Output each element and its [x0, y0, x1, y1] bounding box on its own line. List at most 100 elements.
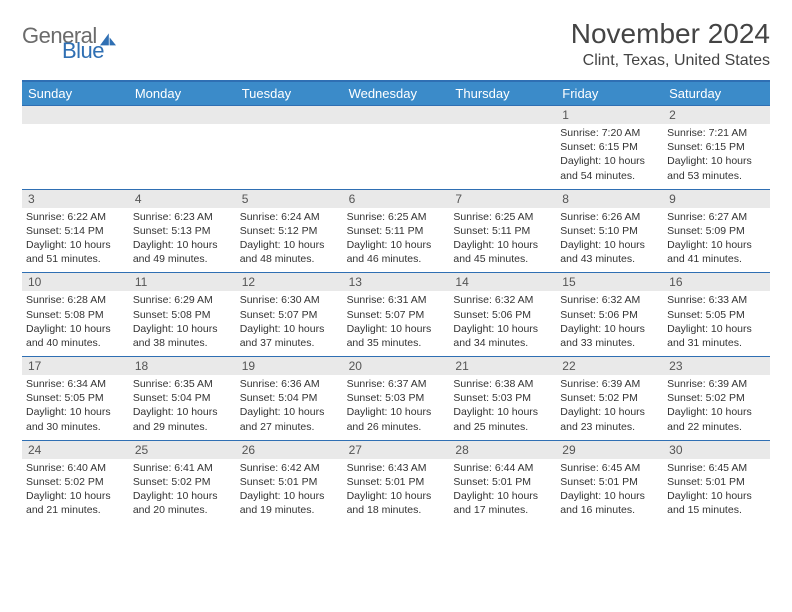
- weekday-header: Monday: [129, 82, 236, 105]
- day-cell: 29Sunrise: 6:45 AMSunset: 5:01 PMDayligh…: [556, 441, 663, 524]
- sunrise-text: Sunrise: 6:32 AM: [453, 293, 552, 307]
- day-number: 12: [236, 273, 343, 291]
- sunset-text: Sunset: 5:01 PM: [240, 475, 339, 489]
- daylight-text: Daylight: 10 hours and 16 minutes.: [560, 489, 659, 517]
- header: GeneralBlue November 2024 Clint, Texas, …: [22, 18, 770, 70]
- day-cell: 1Sunrise: 7:20 AMSunset: 6:15 PMDaylight…: [556, 106, 663, 189]
- day-number: [236, 106, 343, 124]
- sunrise-text: Sunrise: 6:40 AM: [26, 461, 125, 475]
- daylight-text: Daylight: 10 hours and 45 minutes.: [453, 238, 552, 266]
- daylight-text: Daylight: 10 hours and 33 minutes.: [560, 322, 659, 350]
- sunset-text: Sunset: 5:08 PM: [26, 308, 125, 322]
- day-body: Sunrise: 6:36 AMSunset: 5:04 PMDaylight:…: [236, 375, 343, 440]
- day-number: 26: [236, 441, 343, 459]
- day-cell: 5Sunrise: 6:24 AMSunset: 5:12 PMDaylight…: [236, 190, 343, 273]
- day-number: 1: [556, 106, 663, 124]
- day-number: 11: [129, 273, 236, 291]
- day-cell: 22Sunrise: 6:39 AMSunset: 5:02 PMDayligh…: [556, 357, 663, 440]
- month-title: November 2024: [571, 18, 770, 50]
- day-number: 14: [449, 273, 556, 291]
- day-body: Sunrise: 6:26 AMSunset: 5:10 PMDaylight:…: [556, 208, 663, 273]
- daylight-text: Daylight: 10 hours and 35 minutes.: [347, 322, 446, 350]
- daylight-text: Daylight: 10 hours and 21 minutes.: [26, 489, 125, 517]
- day-number: 20: [343, 357, 450, 375]
- daylight-text: Daylight: 10 hours and 49 minutes.: [133, 238, 232, 266]
- sunrise-text: Sunrise: 6:41 AM: [133, 461, 232, 475]
- day-number: 8: [556, 190, 663, 208]
- daylight-text: Daylight: 10 hours and 23 minutes.: [560, 405, 659, 433]
- sunset-text: Sunset: 5:12 PM: [240, 224, 339, 238]
- day-cell: 14Sunrise: 6:32 AMSunset: 5:06 PMDayligh…: [449, 273, 556, 356]
- sunset-text: Sunset: 5:01 PM: [347, 475, 446, 489]
- day-cell: 6Sunrise: 6:25 AMSunset: 5:11 PMDaylight…: [343, 190, 450, 273]
- sunrise-text: Sunrise: 6:26 AM: [560, 210, 659, 224]
- day-number: 6: [343, 190, 450, 208]
- sunset-text: Sunset: 5:11 PM: [347, 224, 446, 238]
- daylight-text: Daylight: 10 hours and 34 minutes.: [453, 322, 552, 350]
- sunrise-text: Sunrise: 6:34 AM: [26, 377, 125, 391]
- weekday-header: Wednesday: [343, 82, 450, 105]
- day-number: 10: [22, 273, 129, 291]
- day-body: Sunrise: 6:33 AMSunset: 5:05 PMDaylight:…: [663, 291, 770, 356]
- day-cell: [449, 106, 556, 189]
- day-cell: 26Sunrise: 6:42 AMSunset: 5:01 PMDayligh…: [236, 441, 343, 524]
- day-body: Sunrise: 6:25 AMSunset: 5:11 PMDaylight:…: [343, 208, 450, 273]
- day-number: 16: [663, 273, 770, 291]
- day-cell: 2Sunrise: 7:21 AMSunset: 6:15 PMDaylight…: [663, 106, 770, 189]
- day-body: Sunrise: 6:30 AMSunset: 5:07 PMDaylight:…: [236, 291, 343, 356]
- sunset-text: Sunset: 6:15 PM: [667, 140, 766, 154]
- day-body: Sunrise: 6:23 AMSunset: 5:13 PMDaylight:…: [129, 208, 236, 273]
- daylight-text: Daylight: 10 hours and 22 minutes.: [667, 405, 766, 433]
- sunset-text: Sunset: 5:14 PM: [26, 224, 125, 238]
- day-cell: 15Sunrise: 6:32 AMSunset: 5:06 PMDayligh…: [556, 273, 663, 356]
- daylight-text: Daylight: 10 hours and 18 minutes.: [347, 489, 446, 517]
- week-row: 3Sunrise: 6:22 AMSunset: 5:14 PMDaylight…: [22, 189, 770, 273]
- sunrise-text: Sunrise: 6:39 AM: [667, 377, 766, 391]
- sunrise-text: Sunrise: 6:45 AM: [667, 461, 766, 475]
- sunset-text: Sunset: 5:03 PM: [453, 391, 552, 405]
- sunset-text: Sunset: 5:08 PM: [133, 308, 232, 322]
- day-number: 15: [556, 273, 663, 291]
- daylight-text: Daylight: 10 hours and 31 minutes.: [667, 322, 766, 350]
- calendar-page: GeneralBlue November 2024 Clint, Texas, …: [0, 0, 792, 523]
- day-body: [236, 124, 343, 182]
- title-block: November 2024 Clint, Texas, United State…: [571, 18, 770, 70]
- day-cell: 28Sunrise: 6:44 AMSunset: 5:01 PMDayligh…: [449, 441, 556, 524]
- day-body: Sunrise: 6:31 AMSunset: 5:07 PMDaylight:…: [343, 291, 450, 356]
- sunset-text: Sunset: 5:05 PM: [26, 391, 125, 405]
- day-body: Sunrise: 6:42 AMSunset: 5:01 PMDaylight:…: [236, 459, 343, 524]
- day-cell: 18Sunrise: 6:35 AMSunset: 5:04 PMDayligh…: [129, 357, 236, 440]
- sunrise-text: Sunrise: 6:28 AM: [26, 293, 125, 307]
- day-number: 25: [129, 441, 236, 459]
- weekday-header: Sunday: [22, 82, 129, 105]
- daylight-text: Daylight: 10 hours and 30 minutes.: [26, 405, 125, 433]
- daylight-text: Daylight: 10 hours and 25 minutes.: [453, 405, 552, 433]
- sunset-text: Sunset: 6:15 PM: [560, 140, 659, 154]
- sunrise-text: Sunrise: 6:35 AM: [133, 377, 232, 391]
- day-number: 17: [22, 357, 129, 375]
- sunrise-text: Sunrise: 6:43 AM: [347, 461, 446, 475]
- day-number: 24: [22, 441, 129, 459]
- day-number: 7: [449, 190, 556, 208]
- day-body: Sunrise: 6:25 AMSunset: 5:11 PMDaylight:…: [449, 208, 556, 273]
- daylight-text: Daylight: 10 hours and 38 minutes.: [133, 322, 232, 350]
- day-number: 22: [556, 357, 663, 375]
- sunset-text: Sunset: 5:01 PM: [453, 475, 552, 489]
- weekday-header: Thursday: [449, 82, 556, 105]
- day-cell: 10Sunrise: 6:28 AMSunset: 5:08 PMDayligh…: [22, 273, 129, 356]
- weekday-header: Friday: [556, 82, 663, 105]
- sunrise-text: Sunrise: 6:44 AM: [453, 461, 552, 475]
- sunset-text: Sunset: 5:07 PM: [240, 308, 339, 322]
- day-cell: [236, 106, 343, 189]
- sunset-text: Sunset: 5:07 PM: [347, 308, 446, 322]
- day-cell: 19Sunrise: 6:36 AMSunset: 5:04 PMDayligh…: [236, 357, 343, 440]
- day-cell: 30Sunrise: 6:45 AMSunset: 5:01 PMDayligh…: [663, 441, 770, 524]
- day-cell: 8Sunrise: 6:26 AMSunset: 5:10 PMDaylight…: [556, 190, 663, 273]
- day-number: 27: [343, 441, 450, 459]
- daylight-text: Daylight: 10 hours and 51 minutes.: [26, 238, 125, 266]
- day-cell: 4Sunrise: 6:23 AMSunset: 5:13 PMDaylight…: [129, 190, 236, 273]
- day-body: Sunrise: 6:34 AMSunset: 5:05 PMDaylight:…: [22, 375, 129, 440]
- day-cell: [343, 106, 450, 189]
- sunset-text: Sunset: 5:04 PM: [133, 391, 232, 405]
- day-cell: 17Sunrise: 6:34 AMSunset: 5:05 PMDayligh…: [22, 357, 129, 440]
